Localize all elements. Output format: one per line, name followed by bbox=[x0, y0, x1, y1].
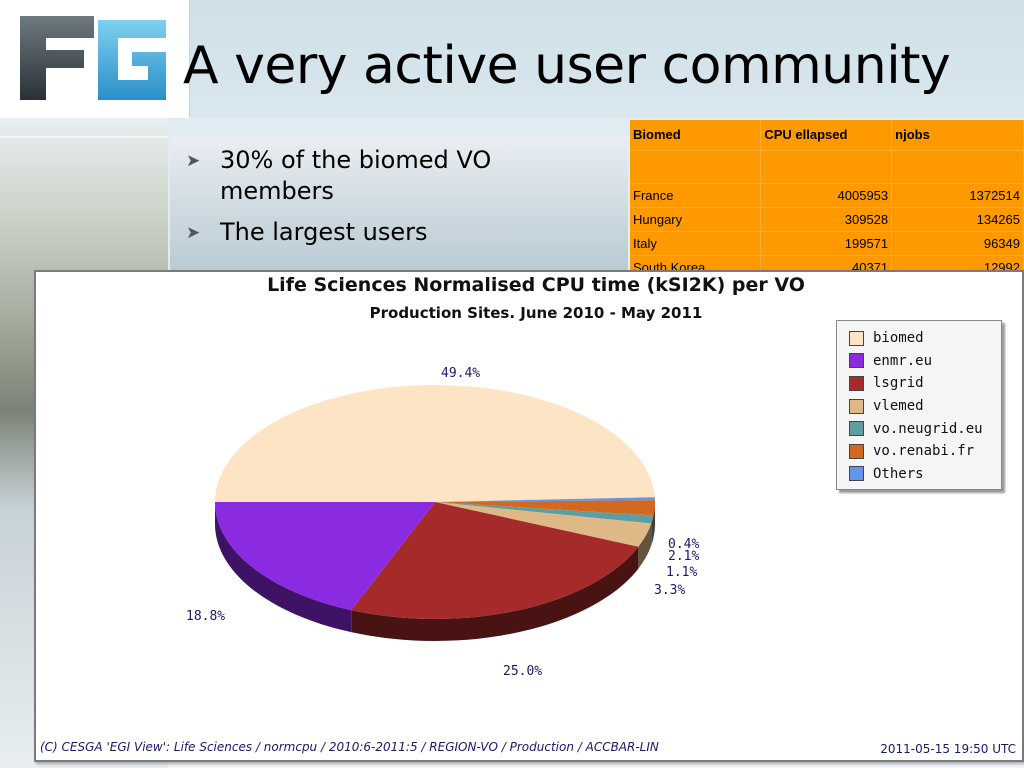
pie-label-vo.neugrid.eu: 1.1% bbox=[666, 565, 697, 580]
legend-label: Others bbox=[873, 465, 924, 482]
pie-label-vlemed: 3.3% bbox=[654, 583, 685, 598]
chart-legend: biomed enmr.eu lsgrid vlemed vo.neugrid.eu vo… bbox=[836, 320, 1002, 490]
pie-side-vo.renabi.fr bbox=[653, 502, 655, 538]
chart-title: Life Sciences Normalised CPU time (kSI2K… bbox=[267, 274, 805, 296]
fg-logo bbox=[0, 0, 190, 118]
legend-swatch bbox=[849, 398, 864, 414]
chart-subtitle: Production Sites. June 2010 - May 2011 bbox=[369, 304, 703, 322]
legend-item: lsgrid bbox=[849, 372, 1001, 395]
table-cell: Italy bbox=[630, 231, 762, 256]
pie-side-lsgrid bbox=[351, 546, 639, 641]
pie-slice-vo.renabi.fr bbox=[435, 500, 655, 516]
pie-label-enmr.eu: 18.8% bbox=[186, 609, 225, 624]
table-cell: 134265 bbox=[891, 207, 1024, 232]
table-cell: 96349 bbox=[891, 231, 1024, 256]
table-row: Hungary 309528 134265 bbox=[630, 207, 1024, 232]
column-header: Biomed bbox=[630, 120, 762, 151]
fg-logo-icon bbox=[20, 16, 166, 100]
legend-label: biomed bbox=[873, 330, 924, 347]
legend-item: enmr.eu bbox=[849, 350, 1001, 373]
pie-side-walls bbox=[215, 502, 655, 641]
chart-footer-credit: (C) CESGA 'EGI View': Life Sciences / no… bbox=[40, 740, 659, 754]
legend-label: vo.neugrid.eu bbox=[873, 420, 983, 437]
pie-label-biomed: 49.4% bbox=[441, 366, 480, 381]
chart-footer-timestamp: 2011-05-15 19:50 UTC bbox=[880, 742, 1016, 756]
legend-item: vo.renabi.fr bbox=[849, 440, 1001, 463]
pie-slice-vo.neugrid.eu bbox=[435, 502, 654, 524]
legend-swatch bbox=[849, 421, 864, 437]
legend-item: vlemed bbox=[849, 395, 1001, 418]
bullet-text: The largest users bbox=[220, 218, 428, 246]
pie-slice-Others bbox=[435, 497, 655, 502]
pie-side-enmr.eu bbox=[215, 502, 352, 633]
pie-side-vo.neugrid.eu bbox=[651, 515, 654, 546]
pie-slice-enmr.eu bbox=[215, 502, 435, 611]
table-cell: France bbox=[630, 183, 762, 208]
table-row: France 4005953 1372514 bbox=[630, 183, 1024, 208]
pie-label-lsgrid: 25.0% bbox=[503, 664, 542, 679]
table-cell: 4005953 bbox=[760, 183, 893, 208]
pie-slice-vlemed bbox=[435, 502, 652, 547]
legend-label: enmr.eu bbox=[873, 352, 933, 369]
legend-swatch bbox=[849, 466, 864, 482]
table-cell: Hungary bbox=[630, 207, 762, 232]
column-header: CPU ellapsed bbox=[760, 120, 893, 151]
content-panel bbox=[168, 136, 628, 276]
pie-chart: 49.4% 18.8% 25.0% 3.3% 1.1% 2.1% 0.4% Life Sci… bbox=[34, 270, 1024, 762]
table-row: Italy 199571 96349 bbox=[630, 231, 1024, 256]
legend-swatch bbox=[849, 330, 864, 346]
legend-label: vlemed bbox=[873, 398, 924, 415]
table-spacer-row bbox=[630, 150, 1024, 184]
legend-item: vo.neugrid.eu bbox=[849, 417, 1001, 440]
legend-item: biomed bbox=[849, 327, 1001, 350]
bullet-item: ➤ 30% of the biomed VO members bbox=[186, 145, 606, 207]
bullet-list: ➤ 30% of the biomed VO members ➤ The lar… bbox=[186, 145, 606, 258]
legend-label: lsgrid bbox=[873, 375, 924, 392]
legend-swatch bbox=[849, 375, 864, 391]
column-header: njobs bbox=[891, 120, 1024, 151]
legend-swatch bbox=[849, 353, 864, 369]
legend-item: Others bbox=[849, 463, 1001, 486]
bullet-item: ➤ The largest users bbox=[186, 217, 606, 248]
pie-slice-biomed bbox=[215, 385, 655, 502]
arrow-bullet-icon: ➤ bbox=[186, 223, 201, 243]
pie-label-Others: 0.4% bbox=[668, 537, 699, 552]
biomed-usage-table: Biomed CPU ellapsed njobs France 4005953… bbox=[630, 120, 1024, 280]
table-cell: 1372514 bbox=[891, 183, 1024, 208]
legend-swatch bbox=[849, 443, 864, 459]
arrow-bullet-icon: ➤ bbox=[186, 151, 201, 171]
table-cell: 199571 bbox=[760, 231, 893, 256]
bullet-text: 30% of the biomed VO members bbox=[220, 146, 492, 205]
pie-slice-lsgrid bbox=[351, 502, 639, 619]
table-header-row: Biomed CPU ellapsed njobs bbox=[630, 120, 1024, 151]
pie-chart-canvas: 49.4% 18.8% 25.0% 3.3% 1.1%2.1%0.4% bbox=[186, 366, 699, 679]
table-cell: 309528 bbox=[760, 207, 893, 232]
page-title: A very active user community bbox=[183, 36, 951, 96]
legend-label: vo.renabi.fr bbox=[873, 443, 975, 460]
pie-side-vlemed bbox=[638, 523, 652, 569]
pie-label-vo.renabi.fr: 2.1% bbox=[668, 549, 699, 564]
